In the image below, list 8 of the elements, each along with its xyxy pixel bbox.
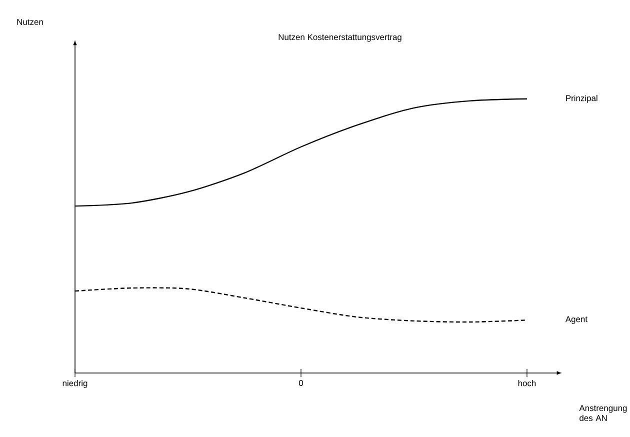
x-tick-label: 0 bbox=[298, 380, 304, 386]
x-tick-label: hoch bbox=[518, 380, 536, 386]
chart-title: Nutzen Kostenerstattungsvertrag bbox=[278, 34, 402, 42]
text: Nutzen bbox=[17, 19, 43, 25]
text: Agent bbox=[565, 316, 588, 324]
x-axis-title: Anstrengung des AN bbox=[579, 405, 627, 422]
text: Prinzipal bbox=[566, 94, 598, 103]
x-tick-label: niedrig bbox=[62, 380, 88, 388]
